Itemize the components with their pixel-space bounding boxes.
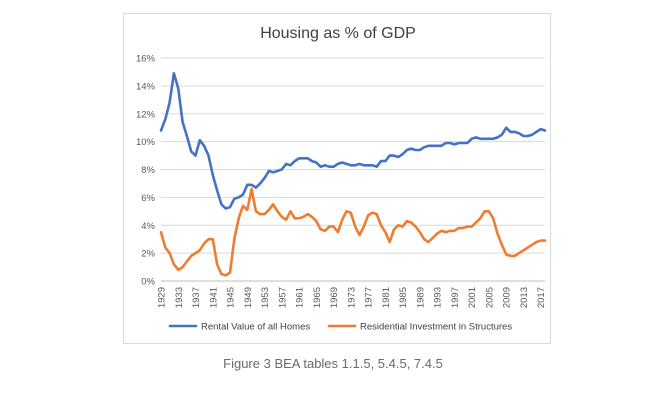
x-tick-label: 1933 <box>174 287 185 308</box>
series-line-residential-investment <box>159 187 547 277</box>
y-tick-label: 12% <box>136 109 156 120</box>
x-tick-label: 1977 <box>364 287 375 308</box>
y-tick-label: 10% <box>136 137 156 148</box>
grid-lines <box>161 57 545 282</box>
x-tick-label: 1949 <box>243 287 254 308</box>
x-tick-label: 2009 <box>502 287 513 308</box>
x-tick-label: 2005 <box>484 287 495 308</box>
y-tick-label: 16% <box>136 54 156 65</box>
y-tick-label: 4% <box>141 221 155 232</box>
chart-area: Housing as % of GDP 0% 2% 4% 6% 8% 10% 12% 14% 1… <box>123 13 551 344</box>
x-tick-label: 1989 <box>415 287 426 308</box>
y-tick-label: 6% <box>141 193 155 204</box>
y-tick-label: 2% <box>141 249 155 260</box>
x-tick-label: 1993 <box>433 287 444 308</box>
line-chart: Housing as % of GDP 0% 2% 4% 6% 8% 10% 12% 14% 1… <box>136 25 548 333</box>
x-tick-label: 1997 <box>450 287 461 308</box>
x-tick-label: 1969 <box>329 287 340 308</box>
legend: Rental Value of all Homes Residential Inv… <box>168 322 512 333</box>
x-tick-label: 2017 <box>536 287 547 308</box>
x-tick-label: 1941 <box>208 287 219 308</box>
x-tick-label: 1937 <box>191 287 202 308</box>
x-tick-label: 1965 <box>312 287 323 308</box>
y-axis-ticks: 0% 2% 4% 6% 8% 10% 12% 14% 16% <box>136 54 156 288</box>
y-tick-label: 8% <box>141 165 155 176</box>
series-lines <box>159 71 547 277</box>
x-tick-label: 1945 <box>226 287 237 308</box>
x-tick-label: 1961 <box>295 287 306 308</box>
x-tick-label: 1929 <box>157 287 168 308</box>
x-tick-label: 1953 <box>260 287 271 308</box>
x-tick-label: 1985 <box>398 287 409 308</box>
x-tick-label: 1973 <box>346 287 357 308</box>
x-axis-ticks: 1929 1933 1937 1941 1945 1949 1953 1957 1961 1965… <box>157 287 548 308</box>
figure-caption: Figure 3 BEA tables 1.1.5, 5.4.5, 7.4.5 <box>223 356 443 371</box>
legend-label: Rental Value of all Homes <box>201 322 310 333</box>
legend-label: Residential Investment in Structures <box>360 322 512 333</box>
x-tick-label: 1981 <box>381 287 392 308</box>
x-tick-label: 2001 <box>467 287 478 308</box>
x-tick-label: 2013 <box>519 287 530 308</box>
x-tick-label: 1957 <box>277 287 288 308</box>
y-tick-label: 0% <box>141 277 155 288</box>
series-line-rental-value <box>159 71 547 210</box>
chart-title: Housing as % of GDP <box>260 25 416 42</box>
y-tick-label: 14% <box>136 81 156 92</box>
